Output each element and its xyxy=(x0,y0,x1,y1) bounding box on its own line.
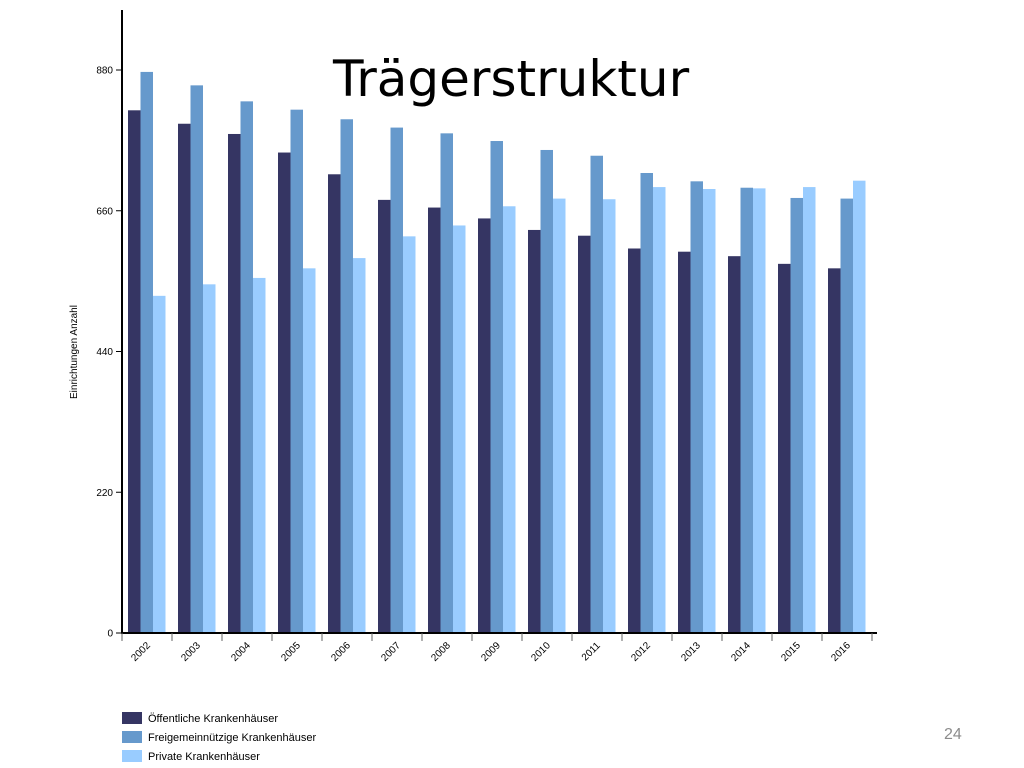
bar-2008-series-3 xyxy=(453,225,466,633)
page-number: 24 xyxy=(944,726,962,743)
x-tick-label-2002: 2002 xyxy=(129,640,153,664)
legend-swatch-1 xyxy=(122,712,142,724)
bar-2002-series-3 xyxy=(153,295,166,633)
bar-2005-series-3 xyxy=(303,268,316,633)
legend-swatch-3 xyxy=(122,750,142,762)
bar-2009-series-3 xyxy=(503,206,516,633)
x-tick-label-2006: 2006 xyxy=(329,640,353,664)
x-tick-label-2011: 2011 xyxy=(580,640,603,663)
x-tick-label-2013: 2013 xyxy=(679,640,703,664)
bar-2004-series-2 xyxy=(240,101,253,633)
bar-2016-series-3 xyxy=(853,180,866,634)
bar-2005-series-1 xyxy=(278,152,291,633)
bar-2009-series-1 xyxy=(478,218,491,633)
legend-swatch-2 xyxy=(122,731,142,743)
bar-2004-series-1 xyxy=(228,133,241,633)
bar-2013-series-3 xyxy=(703,188,716,633)
legend: Öffentliche Krankenhäuser Freigemeinnützi… xyxy=(122,712,316,763)
y-tick-label: 440 xyxy=(96,347,113,358)
bar-2007-series-1 xyxy=(378,199,391,633)
legend-label-3: Private Krankenhäuser xyxy=(148,751,260,763)
bar-2009-series-2 xyxy=(490,141,503,633)
bar-2015-series-3 xyxy=(803,187,816,633)
x-tick-label-2007: 2007 xyxy=(379,640,403,664)
x-tick-label-2005: 2005 xyxy=(279,640,303,664)
bar-2011-series-3 xyxy=(603,199,616,634)
y-tick-label: 880 xyxy=(96,66,113,77)
bar-2014-series-3 xyxy=(753,188,766,633)
bar-2006-series-2 xyxy=(340,119,353,633)
x-tick-label-2010: 2010 xyxy=(529,640,553,664)
y-tick-label: 220 xyxy=(96,488,113,499)
bar-2014-series-1 xyxy=(728,256,741,633)
x-tick-label-2014: 2014 xyxy=(729,640,753,664)
bar-2011-series-2 xyxy=(590,155,603,633)
bar-2003-series-2 xyxy=(190,85,203,633)
legend-label-2: Freigemeinnützige Krankenhäuser xyxy=(148,732,316,744)
y-tick-label: 660 xyxy=(96,206,113,217)
x-tick-label-2004: 2004 xyxy=(229,640,253,664)
bar-2006-series-1 xyxy=(328,174,341,633)
bar-2006-series-3 xyxy=(353,258,366,633)
y-axis-title: Einrichtungen Anzahl xyxy=(69,305,80,399)
bar-2016-series-1 xyxy=(828,268,841,633)
bar-2013-series-2 xyxy=(690,181,703,634)
bar-2010-series-2 xyxy=(540,149,553,633)
y-tick-label: 0 xyxy=(107,629,113,640)
bar-2005-series-2 xyxy=(290,109,303,634)
bar-2011-series-1 xyxy=(578,235,591,633)
x-tick-label-2008: 2008 xyxy=(429,640,453,664)
bar-2015-series-1 xyxy=(778,263,791,633)
bar-2008-series-1 xyxy=(428,207,441,633)
bar-2003-series-1 xyxy=(178,123,191,633)
x-tick-label-2015: 2015 xyxy=(779,640,803,664)
bar-2012-series-2 xyxy=(640,173,653,633)
bar-2013-series-1 xyxy=(678,251,691,634)
x-tick-label-2016: 2016 xyxy=(829,640,853,664)
bar-2015-series-2 xyxy=(790,197,803,634)
bar-2008-series-2 xyxy=(440,133,453,633)
slide-title: Trägerstruktur xyxy=(333,50,690,108)
x-tick-label-2012: 2012 xyxy=(629,640,653,664)
bar-2010-series-1 xyxy=(528,229,541,633)
bar-2014-series-2 xyxy=(740,187,753,633)
bar-2007-series-2 xyxy=(390,127,403,634)
bar-2007-series-3 xyxy=(403,236,416,633)
x-tick-label-2003: 2003 xyxy=(179,640,203,664)
legend-label-1: Öffentliche Krankenhäuser xyxy=(148,713,278,725)
bar-2010-series-3 xyxy=(553,198,566,634)
bars-group xyxy=(128,71,866,634)
bar-2012-series-1 xyxy=(628,248,641,634)
bar-2016-series-2 xyxy=(840,198,853,634)
bar-2012-series-3 xyxy=(653,187,666,633)
x-tick-label-2009: 2009 xyxy=(479,640,503,664)
bar-2003-series-3 xyxy=(203,284,216,633)
bar-2004-series-3 xyxy=(253,277,266,633)
bar-2002-series-1 xyxy=(128,110,141,634)
bar-2002-series-2 xyxy=(140,71,153,634)
